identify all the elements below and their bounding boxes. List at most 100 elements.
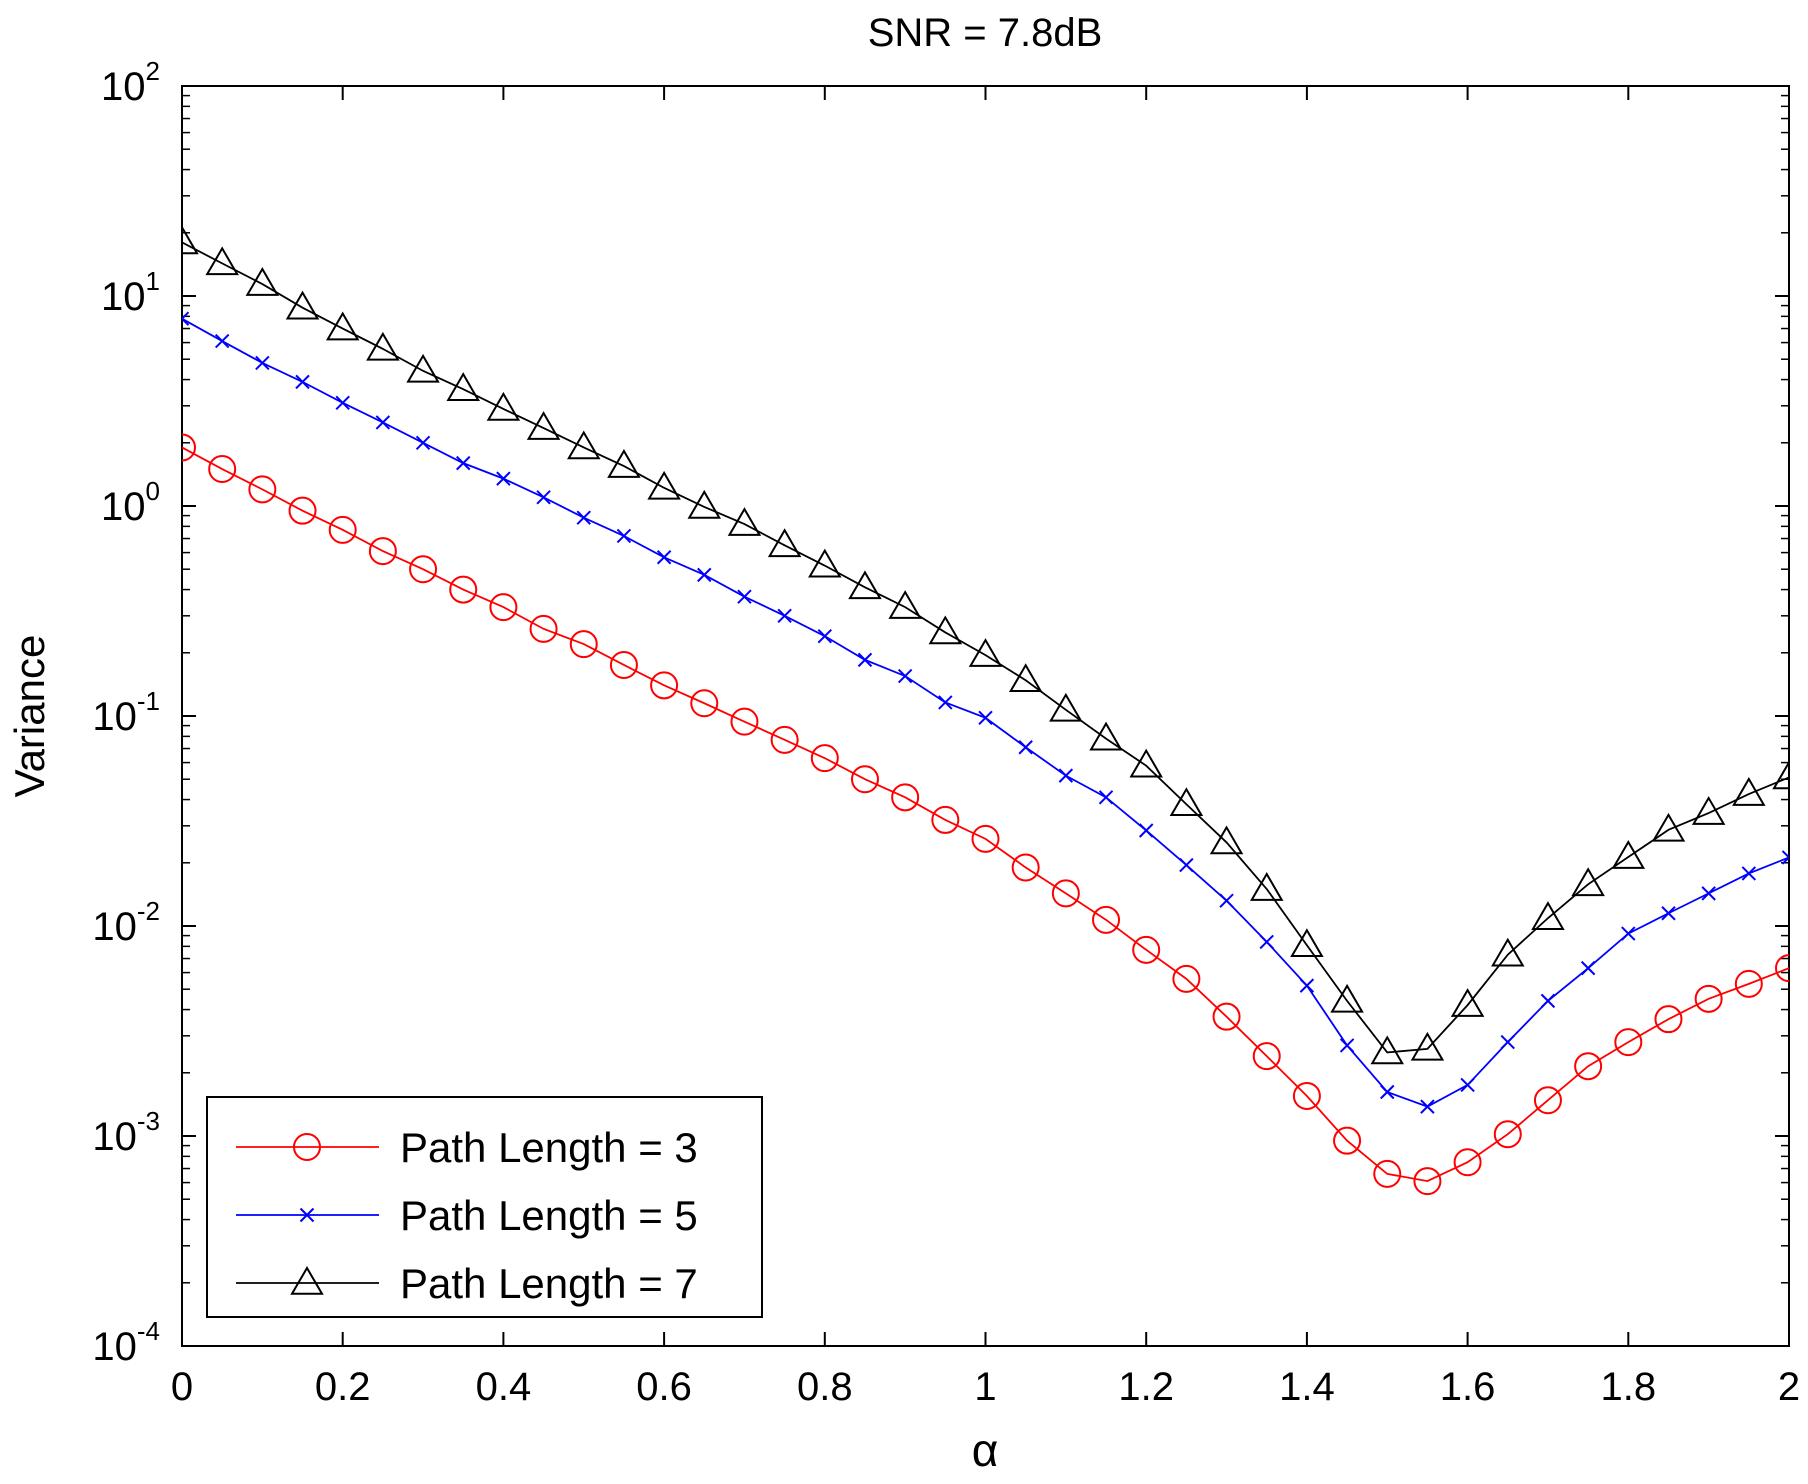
legend-marker <box>293 1133 321 1161</box>
data-point <box>449 575 478 604</box>
marker-stroke <box>857 652 873 668</box>
data-point <box>576 510 591 525</box>
data-point <box>888 590 922 619</box>
data-point <box>409 555 438 584</box>
x-tick-label: 0.2 <box>315 1365 371 1409</box>
data-point <box>810 744 839 773</box>
y-tick-label: 10-2 <box>92 896 160 949</box>
x-tick-label: 0 <box>171 1365 193 1409</box>
data-point <box>1531 901 1565 930</box>
data-point <box>295 374 310 390</box>
data-point <box>1179 857 1194 873</box>
data-point <box>1701 886 1716 901</box>
series-line <box>182 446 1789 1183</box>
marker-stroke <box>415 435 431 450</box>
data-point <box>182 311 190 326</box>
marker-stroke <box>1380 1084 1395 1100</box>
marker-stroke <box>1058 768 1074 783</box>
marker-stroke <box>255 355 270 371</box>
data-point <box>1571 867 1605 897</box>
chart-title: SNR = 7.8dB <box>868 11 1103 55</box>
data-point <box>607 449 641 478</box>
legend-label: Path Length = 7 <box>400 1260 698 1307</box>
data-point <box>375 415 391 430</box>
x-tick-label: 0.4 <box>476 1365 532 1409</box>
data-point <box>1370 1035 1404 1065</box>
x-tick-label: 0.8 <box>797 1365 853 1409</box>
data-point <box>1654 1005 1683 1034</box>
data-point <box>456 455 471 471</box>
legend-label: Path Length = 5 <box>400 1192 698 1239</box>
data-point <box>1330 983 1364 1013</box>
marker-stroke <box>456 455 471 471</box>
data-point <box>366 331 400 361</box>
data-point <box>415 435 431 450</box>
series-2 <box>182 311 1789 1114</box>
data-point <box>1493 1120 1522 1149</box>
data-point <box>730 707 759 736</box>
data-point <box>446 372 480 401</box>
x-tick-label: 2 <box>1778 1365 1800 1409</box>
data-point <box>1292 1082 1321 1111</box>
data-point <box>647 470 681 500</box>
data-point <box>1694 984 1723 1013</box>
data-point <box>1460 1077 1475 1093</box>
data-point <box>569 630 598 659</box>
data-point <box>1574 1052 1603 1081</box>
marker-stroke <box>1540 993 1556 1009</box>
y-tick-labels: 10-4 10-3 10-2 10-1 100 101 102 <box>92 56 160 1369</box>
legend-marker <box>299 1207 315 1223</box>
data-point <box>526 411 561 440</box>
marker-stroke <box>496 471 511 486</box>
legend-entry: Path Length = 5 <box>236 1192 698 1239</box>
data-point <box>1049 692 1083 722</box>
data-point <box>1491 937 1525 967</box>
data-point <box>328 515 357 544</box>
data-point <box>1089 721 1123 751</box>
series-line <box>182 241 1789 1054</box>
data-point <box>697 567 712 583</box>
data-point <box>1651 812 1686 842</box>
data-point <box>489 593 518 622</box>
data-point <box>1011 853 1040 882</box>
data-point <box>285 290 320 320</box>
data-point <box>1299 978 1315 993</box>
data-point <box>1172 964 1201 993</box>
marker-stroke <box>1098 790 1114 805</box>
data-point <box>205 246 239 276</box>
x-tick-labels: 0 0.2 0.4 0.6 0.8 1 1.2 1.4 1.6 1.8 2 <box>171 1365 1800 1409</box>
y-tick-label: 102 <box>101 56 160 109</box>
data-point <box>325 311 360 341</box>
data-point <box>245 267 280 296</box>
data-point <box>1098 790 1114 805</box>
data-point <box>727 507 762 536</box>
marker-stroke <box>182 317 190 326</box>
marker-stroke <box>1661 906 1676 921</box>
data-point <box>1373 1159 1402 1188</box>
legend-label: Path Length = 3 <box>400 1124 698 1171</box>
data-point <box>1169 787 1204 817</box>
y-tick-label: 10-1 <box>92 686 160 739</box>
y-axis-label: Variance <box>6 635 53 798</box>
data-point <box>650 671 679 700</box>
marker-stroke <box>1621 926 1636 941</box>
data-point <box>767 528 802 558</box>
data-point <box>288 496 317 525</box>
marker-stroke <box>299 1207 315 1223</box>
marker-stroke <box>1741 866 1757 881</box>
data-point <box>1339 1038 1355 1053</box>
marker-stroke <box>616 528 632 544</box>
data-point <box>1380 1084 1395 1100</box>
marker-stroke <box>1420 1099 1435 1114</box>
data-point <box>248 475 277 504</box>
data-point <box>938 695 953 710</box>
data-point <box>182 225 199 255</box>
legend-entry: Path Length = 7 <box>236 1260 698 1307</box>
data-point <box>255 355 270 371</box>
data-point <box>978 710 993 726</box>
marker-stroke <box>656 550 672 565</box>
data-point <box>609 650 638 679</box>
marker-stroke <box>737 589 752 604</box>
data-point <box>1132 935 1161 964</box>
data-point <box>1611 840 1646 869</box>
